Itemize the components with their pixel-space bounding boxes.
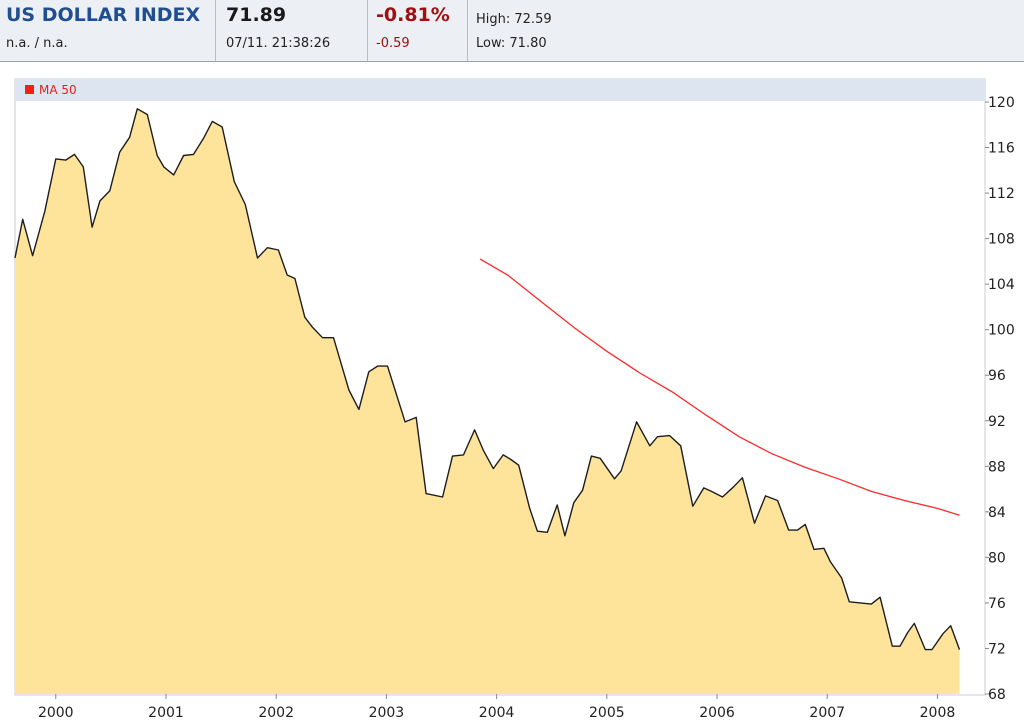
x-tick-label: 2004 [479, 705, 515, 720]
instrument-cell: US DOLLAR INDEX n.a. / n.a. [0, 0, 216, 61]
instrument-title[interactable]: US DOLLAR INDEX [6, 4, 200, 26]
y-tick-label: 108 [988, 232, 1015, 248]
chart-area: MA 50 120 116 112 108 104 100 96 92 88 84 80 76 72 68… [0, 62, 1024, 720]
y-tick-label: 84 [988, 505, 1006, 521]
price-chart: MA 50 120 116 112 108 104 100 96 92 88 84 80 76 72 68… [0, 62, 1024, 720]
day-high: High: 72.59 [476, 12, 552, 27]
last-price-cell: 71.89 07/11. 21:38:26 [216, 0, 368, 61]
x-tick-label: 2007 [809, 705, 845, 720]
x-axis: 2000 2001 2002 2003 2004 2005 2006 2007 2008 [38, 694, 955, 720]
last-price: 71.89 [226, 4, 286, 26]
legend-label: MA 50 [39, 83, 77, 97]
y-tick-label: 88 [988, 459, 1006, 475]
change-absolute: -0.59 [376, 36, 410, 51]
y-tick-label: 76 [988, 596, 1006, 612]
x-tick-label: 2002 [258, 705, 294, 720]
day-low: Low: 71.80 [476, 36, 547, 51]
range-cell: High: 72.59 Low: 71.80 [468, 0, 1024, 61]
change-cell: -0.81% -0.59 [368, 0, 468, 61]
y-tick-label: 68 [988, 687, 1006, 703]
y-tick-label: 92 [988, 414, 1006, 430]
y-tick-label: 80 [988, 550, 1006, 566]
y-tick-label: 120 [988, 95, 1015, 111]
x-tick-label: 2006 [699, 705, 735, 720]
y-tick-label: 96 [988, 368, 1006, 384]
y-axis: 120 116 112 108 104 100 96 92 88 84 80 76 72 68 [985, 95, 1015, 703]
legend-swatch [25, 85, 34, 94]
legend-bar [15, 79, 985, 101]
quote-timestamp: 07/11. 21:38:26 [226, 36, 330, 51]
x-tick-label: 2008 [920, 705, 956, 720]
x-tick-label: 2005 [589, 705, 625, 720]
y-tick-label: 104 [988, 277, 1015, 293]
x-tick-label: 2003 [369, 705, 405, 720]
y-tick-label: 72 [988, 641, 1006, 657]
y-tick-label: 112 [988, 186, 1015, 202]
x-tick-label: 2000 [38, 705, 74, 720]
exchange-info: n.a. / n.a. [6, 36, 68, 51]
x-tick-label: 2001 [148, 705, 184, 720]
quote-header: US DOLLAR INDEX n.a. / n.a. 71.89 07/11.… [0, 0, 1024, 62]
change-percent: -0.81% [376, 4, 450, 26]
y-tick-label: 100 [988, 323, 1015, 339]
y-tick-label: 116 [988, 141, 1015, 157]
